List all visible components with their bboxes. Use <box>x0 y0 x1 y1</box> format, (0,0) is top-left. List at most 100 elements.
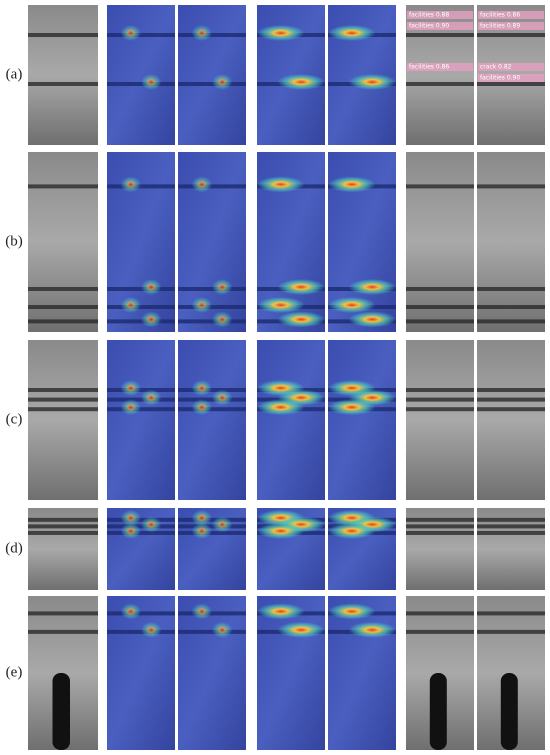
heat-spot <box>191 25 212 41</box>
rail-band <box>28 524 98 529</box>
detection-label: crack 0.82 <box>480 64 512 71</box>
heatmap-panel <box>328 340 396 500</box>
detection-box <box>478 63 544 71</box>
heat-spot <box>141 311 162 328</box>
heat-spot <box>212 621 233 638</box>
heat-spot <box>328 399 376 416</box>
heat-spot <box>120 522 141 539</box>
rail-band <box>178 305 246 309</box>
heat-spot <box>212 279 233 295</box>
heat-spot <box>141 389 162 406</box>
rail-band <box>406 305 474 309</box>
rail-band <box>477 407 545 412</box>
photo-panel <box>477 340 545 500</box>
rail-band <box>406 517 474 522</box>
rail-band <box>178 524 246 529</box>
heatmap-panel <box>107 152 175 332</box>
heatmap-panel <box>328 596 396 750</box>
heat-spot <box>257 25 305 41</box>
detection-box <box>478 11 544 19</box>
rail-band <box>28 33 98 37</box>
heat-spot <box>348 74 397 90</box>
detection-label: facilities 0.89 <box>480 23 520 30</box>
heat-spot <box>141 74 162 90</box>
rail-band <box>28 184 98 189</box>
rail-band <box>178 184 246 189</box>
dark-strip <box>429 673 447 750</box>
rail-band <box>107 287 175 291</box>
detection-label: facilities 0.90 <box>480 75 520 82</box>
heat-spot <box>348 279 397 295</box>
rail-band <box>477 287 545 291</box>
photo-panel <box>477 152 545 332</box>
heat-spot <box>277 621 326 638</box>
rail-band <box>406 287 474 291</box>
heatmap-panel <box>107 5 175 145</box>
heatmap-panel <box>257 596 325 750</box>
heat-spot <box>120 380 141 396</box>
heat-spot <box>277 311 326 328</box>
photo-panel <box>28 152 98 332</box>
heat-spot <box>191 380 212 396</box>
heat-spot <box>120 25 141 41</box>
rail-band <box>28 305 98 309</box>
rail-band <box>406 82 474 86</box>
detection-label: facilities 0.86 <box>480 12 520 19</box>
rail-band <box>178 397 246 402</box>
heat-spot <box>191 399 212 416</box>
rail-band <box>406 319 474 324</box>
row-label: (e) <box>6 664 23 680</box>
heat-spot <box>191 603 212 620</box>
rail-band <box>477 530 545 535</box>
heat-spot <box>212 311 233 328</box>
row-label: (d) <box>5 540 23 556</box>
detection-box <box>478 22 544 30</box>
heat-spot <box>212 389 233 406</box>
rail-band <box>107 305 175 309</box>
rail-band <box>107 82 175 86</box>
rail-band <box>107 611 175 616</box>
detection-box <box>407 63 473 71</box>
rail-band <box>477 524 545 529</box>
heatmap-panel <box>178 5 246 145</box>
rail-band <box>477 388 545 392</box>
detection-label: facilities 0.88 <box>409 12 449 19</box>
rail-band <box>28 397 98 402</box>
rail-band <box>477 611 545 616</box>
rail-band <box>406 184 474 189</box>
rail-band <box>107 319 175 324</box>
rail-band <box>406 629 474 634</box>
rail-band <box>178 287 246 291</box>
rail-band <box>477 319 545 324</box>
rail-band <box>28 629 98 634</box>
rail-band <box>477 517 545 522</box>
row-label: (c) <box>6 411 23 427</box>
rail-band <box>406 388 474 392</box>
rail-band <box>178 319 246 324</box>
rail-band <box>107 397 175 402</box>
heat-spot <box>120 603 141 620</box>
heatmap-panel <box>107 340 175 500</box>
rail-band <box>28 517 98 522</box>
rail-band <box>477 184 545 189</box>
heat-spot <box>257 297 305 313</box>
rail-band <box>477 629 545 634</box>
row-label: (b) <box>5 233 23 249</box>
rail-band <box>477 397 545 402</box>
heatmap-panel <box>178 340 246 500</box>
heatmap-panel <box>178 152 246 332</box>
detection-label: facilities 0.86 <box>409 64 449 71</box>
rail-band <box>28 530 98 535</box>
heat-spot <box>120 297 141 313</box>
heat-spot <box>212 74 233 90</box>
photo-panel <box>406 340 474 500</box>
rail-band <box>178 530 246 535</box>
rail-band <box>406 524 474 529</box>
heat-spot <box>141 516 162 533</box>
dark-strip <box>52 673 70 750</box>
rail-band <box>28 287 98 291</box>
rail-band <box>107 388 175 392</box>
heat-spot <box>257 176 305 193</box>
photo-panel <box>406 152 474 332</box>
rail-band <box>107 530 175 535</box>
